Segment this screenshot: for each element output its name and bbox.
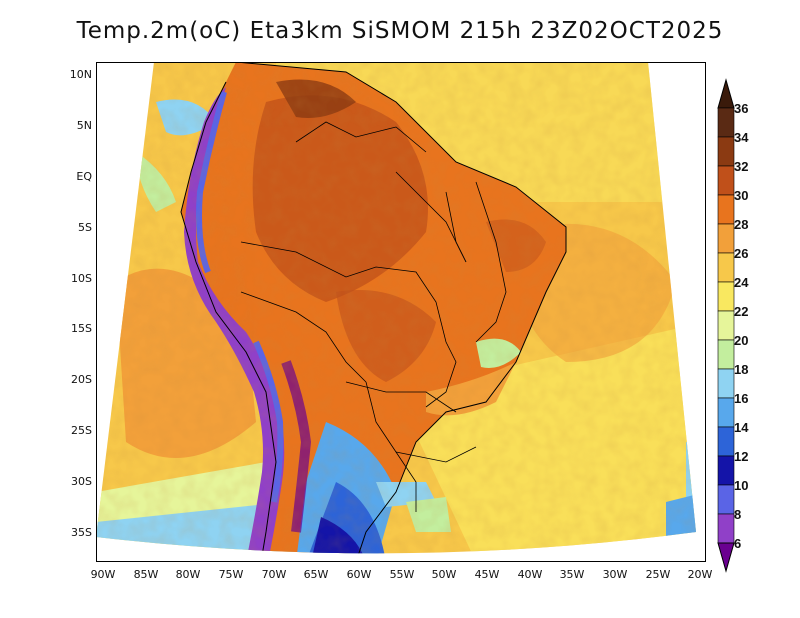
lon-label: 55W xyxy=(389,568,415,581)
lon-label: 30W xyxy=(602,568,628,581)
colorbar-label: 24 xyxy=(734,275,749,290)
lat-label: 25S xyxy=(71,424,92,437)
lon-label: 40W xyxy=(517,568,543,581)
colorbar-box xyxy=(717,107,735,138)
lat-label: 10N xyxy=(69,68,92,81)
colorbar-label: 12 xyxy=(734,449,749,464)
lon-label: 60W xyxy=(346,568,372,581)
colorbar-box xyxy=(717,310,735,341)
lon-label: 35W xyxy=(559,568,585,581)
lon-label: 90W xyxy=(90,568,116,581)
colorbar xyxy=(717,78,735,573)
lat-label: 5S xyxy=(78,221,92,234)
colorbar-box xyxy=(717,513,735,544)
lat-label: 15S xyxy=(71,322,92,335)
colorbar-label: 20 xyxy=(734,333,749,348)
colorbar-cap-bottom xyxy=(717,542,735,573)
colorbar-label: 30 xyxy=(734,188,749,203)
lon-label: 25W xyxy=(645,568,671,581)
lon-label: 45W xyxy=(474,568,500,581)
colorbar-label: 10 xyxy=(734,478,749,493)
colorbar-box xyxy=(717,426,735,457)
colorbar-box xyxy=(717,368,735,399)
lat-label: 5N xyxy=(76,119,92,132)
lon-label: 20W xyxy=(687,568,713,581)
lat-label: EQ xyxy=(76,170,92,183)
colorbar-label: 22 xyxy=(734,304,749,319)
lon-label: 85W xyxy=(133,568,159,581)
colorbar-box xyxy=(717,455,735,486)
lon-label: 80W xyxy=(175,568,201,581)
lat-label: 30S xyxy=(71,475,92,488)
temperature-map xyxy=(96,62,706,562)
map-title: Temp.2m(oC) Eta3km SiSMOM 215h 23Z02OCT2… xyxy=(76,18,724,44)
lon-label: 70W xyxy=(261,568,287,581)
colorbar-label: 26 xyxy=(734,246,749,261)
colorbar-box xyxy=(717,136,735,167)
lat-label: 10S xyxy=(71,272,92,285)
colorbar-box xyxy=(717,339,735,370)
colorbar-label: 34 xyxy=(734,130,749,145)
colorbar-box xyxy=(717,397,735,428)
colorbar-box xyxy=(717,484,735,515)
lon-label: 50W xyxy=(431,568,457,581)
colorbar-label: 18 xyxy=(734,362,749,377)
colorbar-label: 6 xyxy=(734,536,742,551)
lat-label: 35S xyxy=(71,526,92,539)
colorbar-box xyxy=(717,252,735,283)
lon-label: 65W xyxy=(303,568,329,581)
colorbar-box xyxy=(717,194,735,225)
colorbar-label: 8 xyxy=(734,507,742,522)
colorbar-box xyxy=(717,281,735,312)
lon-label: 75W xyxy=(218,568,244,581)
lat-label: 20S xyxy=(71,373,92,386)
colorbar-box xyxy=(717,223,735,254)
colorbar-label: 36 xyxy=(734,101,749,116)
colorbar-label: 16 xyxy=(734,391,749,406)
colorbar-label: 32 xyxy=(734,159,749,174)
colorbar-cap-top xyxy=(717,78,735,109)
colorbar-label: 28 xyxy=(734,217,749,232)
colorbar-label: 14 xyxy=(734,420,749,435)
colorbar-box xyxy=(717,165,735,196)
